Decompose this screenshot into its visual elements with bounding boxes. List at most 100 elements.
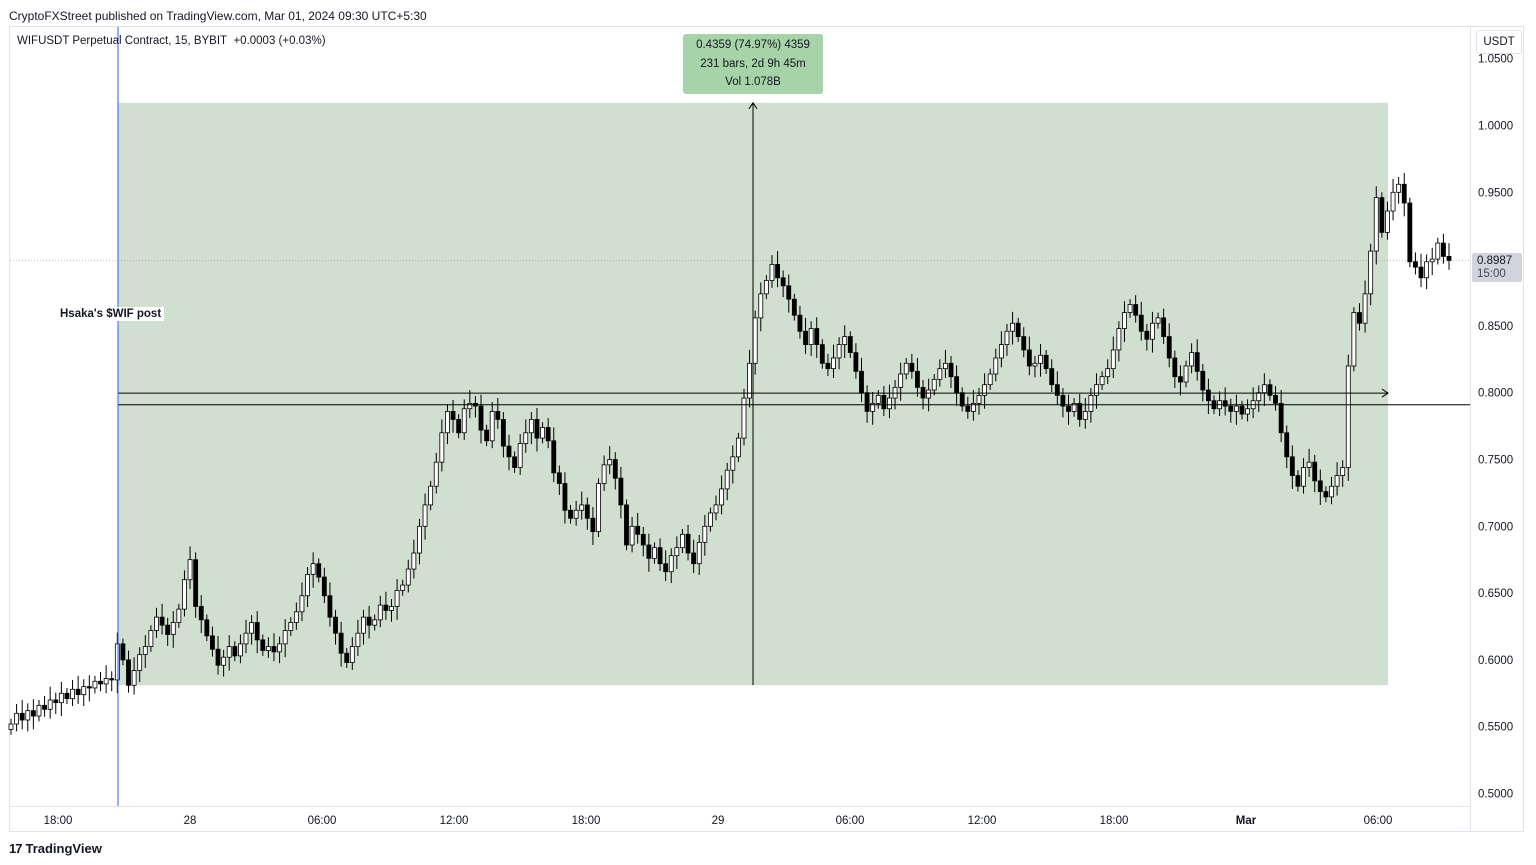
candle-down bbox=[98, 680, 103, 685]
candle bbox=[1172, 350, 1178, 389]
candle bbox=[500, 412, 506, 458]
candle bbox=[260, 634, 266, 656]
candle-up bbox=[517, 443, 523, 468]
candle bbox=[741, 388, 747, 446]
candle-up bbox=[1261, 384, 1267, 394]
candle bbox=[624, 499, 629, 551]
candle bbox=[1239, 400, 1245, 420]
candle bbox=[103, 665, 109, 694]
candle bbox=[1368, 243, 1374, 306]
candle-down bbox=[484, 429, 490, 442]
candle bbox=[1116, 321, 1122, 362]
candle bbox=[394, 579, 400, 620]
candle-up bbox=[696, 541, 702, 565]
candle bbox=[970, 390, 976, 421]
candle-down bbox=[859, 370, 864, 394]
candle bbox=[126, 650, 131, 693]
candle-up bbox=[1122, 312, 1127, 329]
candle bbox=[1429, 247, 1435, 276]
candle-up bbox=[81, 686, 87, 696]
candle bbox=[1440, 233, 1446, 264]
candle bbox=[81, 679, 87, 706]
currency-button[interactable]: USDT bbox=[1476, 30, 1522, 54]
candle bbox=[333, 609, 338, 645]
candle-up bbox=[1004, 330, 1010, 346]
candle-up bbox=[1334, 475, 1340, 487]
candle bbox=[915, 357, 920, 397]
candle-down bbox=[1418, 266, 1424, 279]
candle-down bbox=[814, 328, 820, 346]
candle bbox=[1267, 379, 1273, 401]
symbol-legend[interactable]: WIFUSDT Perpetual Contract, 15, BYBIT +0… bbox=[17, 35, 326, 47]
publisher-line: CryptoFXStreet published on TradingView.… bbox=[9, 9, 427, 23]
candle bbox=[926, 378, 932, 412]
candle-down bbox=[1323, 491, 1329, 498]
candle bbox=[747, 349, 752, 408]
candle bbox=[58, 681, 64, 717]
candle bbox=[870, 392, 876, 425]
candle bbox=[1094, 373, 1099, 409]
candle-up bbox=[1362, 293, 1368, 324]
candle bbox=[719, 475, 725, 515]
candle-up bbox=[596, 483, 601, 533]
candle bbox=[237, 634, 243, 664]
candle bbox=[842, 325, 848, 358]
candle bbox=[1099, 371, 1105, 391]
candle-down bbox=[1317, 480, 1323, 492]
candle-down bbox=[1066, 405, 1071, 412]
candle bbox=[780, 270, 786, 298]
candle bbox=[305, 567, 310, 608]
candle-down bbox=[500, 419, 506, 447]
candle-up bbox=[445, 411, 450, 434]
candle-down bbox=[366, 616, 372, 626]
candle bbox=[1026, 336, 1032, 376]
brand[interactable]: 17 TradingView bbox=[9, 841, 102, 856]
candle-down bbox=[1138, 314, 1144, 332]
candle-up bbox=[1189, 352, 1195, 367]
candle bbox=[92, 675, 98, 694]
candle-up bbox=[305, 573, 310, 597]
candle bbox=[405, 559, 411, 593]
bar-countdown: 15:00 bbox=[1477, 268, 1506, 280]
candle-down bbox=[260, 639, 266, 651]
candle-down bbox=[786, 285, 792, 300]
candle bbox=[439, 419, 445, 472]
price-tick-label: 0.7000 bbox=[1478, 521, 1513, 533]
candle-up bbox=[702, 525, 708, 543]
candle bbox=[1273, 386, 1278, 411]
candle bbox=[495, 398, 501, 429]
candle bbox=[853, 343, 859, 379]
candle bbox=[137, 647, 143, 682]
candle bbox=[1373, 186, 1379, 265]
candle-up bbox=[1340, 467, 1346, 476]
candle-down bbox=[450, 411, 456, 420]
candle bbox=[1166, 323, 1172, 368]
candle-down bbox=[1060, 394, 1066, 407]
candle bbox=[696, 534, 702, 576]
candle-up bbox=[831, 357, 836, 370]
candle-up bbox=[226, 646, 232, 658]
candle-up bbox=[523, 432, 529, 444]
candle-up bbox=[489, 411, 495, 442]
candle bbox=[1289, 445, 1295, 489]
candle-up bbox=[528, 419, 534, 434]
candle bbox=[1155, 312, 1161, 329]
candle bbox=[998, 331, 1004, 368]
candle-down bbox=[1273, 394, 1278, 404]
candle-up bbox=[842, 336, 848, 346]
candle-down bbox=[1133, 304, 1139, 316]
candle-down bbox=[1295, 475, 1301, 487]
candle-down bbox=[316, 563, 322, 578]
candle bbox=[596, 478, 601, 537]
candle bbox=[383, 591, 389, 620]
candle bbox=[1049, 359, 1055, 393]
candle-up bbox=[887, 397, 892, 410]
candle-down bbox=[1200, 370, 1206, 391]
candle-up bbox=[92, 680, 98, 689]
candle bbox=[903, 357, 909, 380]
candle bbox=[193, 552, 199, 618]
range-layer bbox=[10, 102, 1470, 686]
candle bbox=[1329, 476, 1334, 505]
candle bbox=[808, 321, 814, 356]
